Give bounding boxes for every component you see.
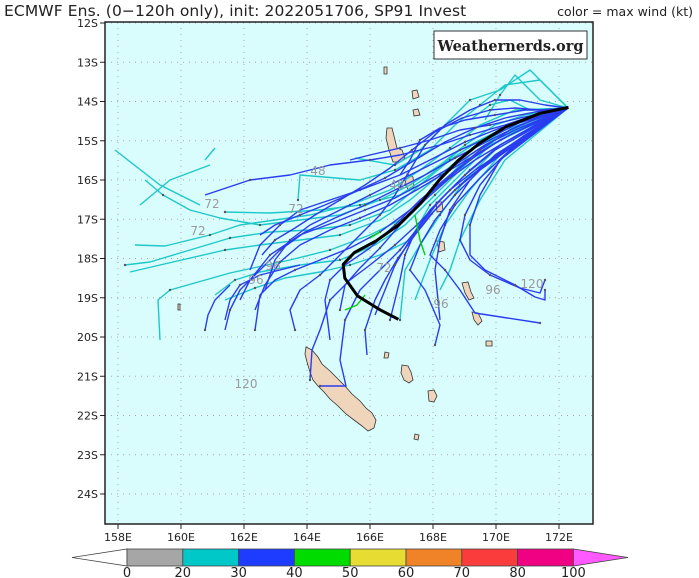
colorbar-segment	[405, 548, 463, 567]
lat-label: 18S	[77, 253, 98, 266]
ensemble-member-track	[134, 107, 569, 247]
lat-label: 19S	[77, 292, 98, 305]
lat-label: 21S	[77, 370, 98, 383]
forecast-hour-label: 96	[485, 283, 500, 297]
island-tanna	[461, 281, 475, 301]
forecast-hour-label: 96	[433, 297, 448, 311]
island-banks-1	[411, 89, 420, 100]
island-lifou	[400, 364, 414, 384]
lat-label: 12S	[77, 17, 98, 30]
colorbar-tick-label: 0	[123, 566, 131, 578]
lon-label: 158E	[104, 531, 132, 544]
ensemble-member-track	[369, 231, 381, 239]
ensemble-member-track	[204, 107, 569, 196]
lat-label: 22S	[77, 410, 98, 423]
colorbar-tick-label: 60	[398, 566, 415, 578]
colorbar-segment	[238, 548, 295, 567]
colorbar-segment	[349, 548, 407, 567]
island-small-3	[485, 340, 493, 347]
lon-label: 168E	[419, 531, 447, 544]
forecast-hour-label: 48	[310, 164, 325, 178]
lat-label: 16S	[77, 174, 98, 187]
lat-label: 24S	[77, 488, 98, 501]
forecast-hour-label: 72	[376, 261, 391, 275]
lon-label: 160E	[167, 531, 195, 544]
forecast-hour-label: 72	[288, 202, 303, 216]
forecast-hour-label: 72	[190, 224, 205, 238]
ensemble-member-track	[469, 107, 569, 301]
ensemble-member-track	[414, 214, 426, 256]
ensemble-mean-track	[341, 105, 569, 321]
lat-label: 15S	[77, 135, 98, 148]
ensemble-member-track	[224, 107, 569, 301]
legend-note: color = max wind (kt)	[557, 4, 693, 19]
colorbar-tick-label: 40	[286, 566, 303, 578]
colorbar-arrow-high	[573, 548, 629, 567]
colorbar: 0 20 30 40 50 60 70 80 100	[71, 548, 629, 578]
forecast-hour-label: 120	[235, 377, 258, 391]
ensemble-member-track	[289, 99, 569, 331]
ensemble-member-track	[254, 107, 569, 311]
colorbar-segment	[126, 548, 184, 567]
ensemble-member-track	[259, 107, 569, 236]
colorbar-tick-label: 100	[561, 566, 586, 578]
ensemble-member-track	[139, 164, 211, 206]
map-background	[105, 22, 593, 524]
colorbar-arrow-low	[71, 548, 128, 567]
island-south	[413, 433, 420, 441]
watermark-text: Weathernerds.org	[436, 38, 583, 55]
lat-label: 23S	[77, 449, 98, 462]
ensemble-member-track	[261, 107, 569, 256]
ensemble-member-track	[409, 107, 569, 346]
ensemble-member-track	[354, 69, 569, 166]
ensemble-member-track	[459, 107, 569, 294]
ensemble-member-track	[114, 149, 201, 206]
lon-label: 172E	[545, 531, 573, 544]
forecast-hour-label: 120	[521, 277, 544, 291]
watermark-box: Weathernerds.org	[433, 30, 588, 60]
lon-label: 166E	[356, 531, 384, 544]
lon-label: 170E	[482, 531, 510, 544]
axis-labels: 12S 13S 14S 15S 16S 17S 18S 19S 20S 21S 22S 23S 24S 1…	[77, 17, 573, 544]
ensemble-member-track	[239, 107, 569, 301]
ensemble-member-track	[224, 264, 301, 321]
forecast-hour-label: 96	[248, 273, 263, 287]
island-new-caledonia	[304, 346, 377, 432]
lat-label: 17S	[77, 213, 98, 226]
ensemble-member-track	[429, 107, 569, 324]
island-espiritu-santo	[385, 127, 406, 163]
lon-label: 162E	[230, 531, 258, 544]
ensemble-member-track	[204, 284, 231, 331]
map-frame	[104, 21, 594, 525]
colorbar-tick-label: 50	[342, 566, 359, 578]
colorbar-segment	[182, 548, 240, 567]
lon-label: 164E	[293, 531, 321, 544]
island-banks-2	[412, 108, 421, 117]
colorbar-segment	[517, 548, 574, 567]
colorbar-tick-label: 20	[175, 566, 192, 578]
forecast-hour-label: 48	[389, 178, 404, 192]
forecast-hour-label: 96	[265, 259, 280, 273]
lat-label: 14S	[77, 96, 98, 109]
island-mare	[427, 389, 438, 403]
lat-label: 20S	[77, 331, 98, 344]
colorbar-tick-label: 80	[509, 566, 526, 578]
chart-title: ECMWF Ens. (0−120h only), init: 20220517…	[4, 2, 467, 20]
island-small-4	[383, 66, 388, 75]
island-ouvea	[383, 351, 390, 359]
forecast-hour-label: 72	[204, 197, 219, 211]
colorbar-segment	[293, 548, 351, 567]
lat-label: 13S	[77, 56, 98, 69]
colorbar-tick-label: 30	[230, 566, 247, 578]
colorbar-segment	[461, 548, 518, 567]
colorbar-tick-label: 70	[454, 566, 471, 578]
island-matthew	[177, 303, 181, 311]
ensemble-tracks	[114, 69, 569, 388]
ensemble-member-track	[224, 107, 569, 331]
ensemble-member-track	[434, 107, 569, 321]
ensemble-member-track	[204, 147, 216, 161]
